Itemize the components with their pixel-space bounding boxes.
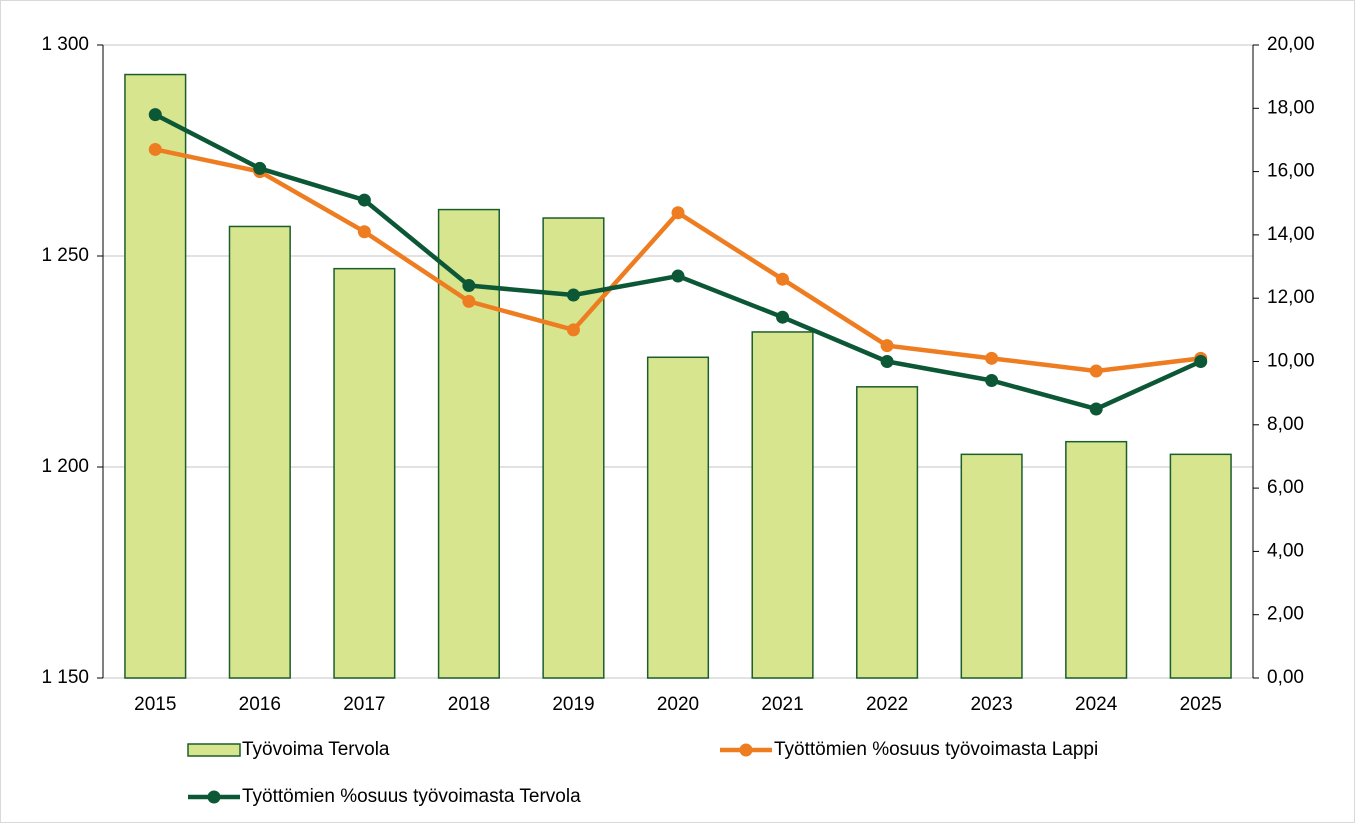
x-tick-label: 2023 [970, 694, 1012, 715]
marker [1194, 355, 1208, 368]
x-tick-label: 2020 [657, 694, 699, 715]
bar [228, 225, 291, 679]
bar [124, 73, 187, 679]
y2-tick-label: 20,00 [1267, 34, 1315, 55]
marker [880, 339, 894, 353]
y-tick-label: 1 200 [41, 456, 89, 477]
y-tick-label: 1 250 [41, 245, 89, 266]
marker [253, 161, 267, 175]
bar [1169, 453, 1232, 679]
marker [462, 279, 476, 293]
marker [566, 288, 580, 302]
marker [566, 323, 580, 337]
y2-tick-label: 16,00 [1267, 161, 1315, 182]
marker [985, 373, 999, 387]
legend-label: Työttömien %osuus työvoimasta Tervola [242, 786, 581, 807]
legend-swatch [187, 743, 241, 757]
marker [1089, 364, 1103, 378]
y2-tick-label: 14,00 [1267, 224, 1315, 245]
x-tick-label: 2025 [1180, 694, 1222, 715]
y2-tick-label: 18,00 [1267, 97, 1315, 118]
bar [856, 386, 919, 679]
y2-tick-label: 10,00 [1267, 351, 1315, 372]
bar [333, 267, 396, 679]
bar [751, 331, 814, 679]
x-tick-label: 2017 [343, 694, 385, 715]
y-tick-label: 1 300 [41, 34, 89, 55]
marker [148, 142, 162, 156]
legend-label: Työvoima Tervola [242, 739, 390, 760]
marker [776, 310, 790, 324]
legend-marker [739, 743, 753, 757]
legend-label: Työttömien %osuus työvoimasta Lappi [774, 739, 1098, 760]
y2-tick-label: 12,00 [1267, 287, 1315, 308]
y2-tick-label: 6,00 [1267, 477, 1304, 498]
marker [880, 355, 894, 368]
x-tick-label: 2022 [866, 694, 908, 715]
marker [1089, 402, 1103, 416]
x-tick-label: 2018 [448, 694, 490, 715]
legend-marker [207, 790, 221, 804]
y2-tick-label: 4,00 [1267, 540, 1304, 561]
y2-tick-label: 8,00 [1267, 414, 1304, 435]
marker [671, 269, 685, 283]
marker [462, 294, 476, 308]
marker [671, 206, 685, 220]
marker [148, 108, 162, 122]
x-tick-label: 2019 [552, 694, 594, 715]
bar [1065, 440, 1128, 679]
bar [646, 356, 710, 679]
bar [960, 453, 1023, 679]
y-tick-label: 1 150 [41, 667, 89, 688]
marker [985, 351, 999, 365]
x-tick-label: 2021 [761, 694, 803, 715]
y2-tick-label: 0,00 [1267, 667, 1304, 688]
marker [357, 225, 371, 239]
bar [542, 217, 605, 679]
marker [357, 193, 371, 207]
marker [776, 272, 790, 286]
x-tick-label: 2015 [134, 694, 176, 715]
y2-tick-label: 2,00 [1267, 604, 1304, 625]
x-tick-label: 2024 [1075, 694, 1118, 715]
x-tick-label: 2016 [239, 694, 281, 715]
